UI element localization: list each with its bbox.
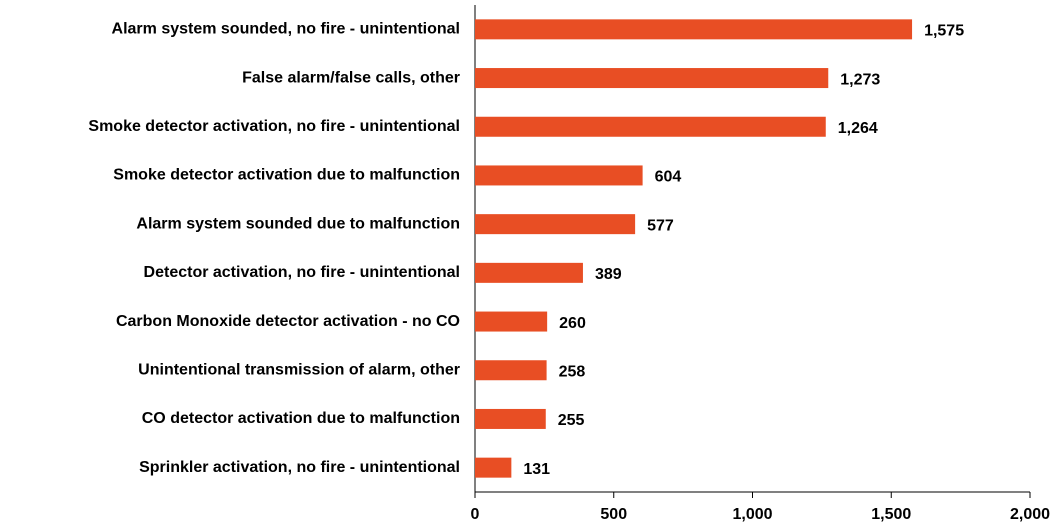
value-label: 1,264 — [838, 120, 878, 137]
value-label: 389 — [595, 266, 622, 283]
value-label: 604 — [655, 169, 682, 186]
category-label: Alarm system sounded, no fire - unintent… — [112, 21, 460, 38]
x-tick-label: 2,000 — [1010, 506, 1050, 523]
category-label: CO detector activation due to malfunctio… — [142, 410, 460, 427]
category-label: Alarm system sounded due to malfunction — [136, 215, 460, 232]
bar — [475, 311, 548, 332]
category-label: False alarm/false calls, other — [242, 69, 460, 86]
bar — [475, 360, 547, 381]
value-label: 258 — [559, 363, 586, 380]
value-label: 255 — [558, 412, 585, 429]
bar — [475, 457, 512, 478]
category-label: Detector activation, no fire - unintenti… — [144, 264, 460, 281]
x-tick-label: 1,500 — [871, 506, 911, 523]
value-label: 260 — [559, 315, 586, 332]
bar — [475, 19, 913, 40]
bar — [475, 68, 829, 89]
bar — [475, 165, 643, 186]
bar — [475, 408, 546, 429]
bar — [475, 214, 636, 235]
x-tick-label: 0 — [471, 506, 480, 523]
bar — [475, 116, 826, 137]
bar — [475, 262, 583, 283]
category-label: Smoke detector activation, no fire - uni… — [88, 118, 460, 135]
x-tick-label: 500 — [600, 506, 627, 523]
value-label: 1,273 — [840, 71, 880, 88]
category-label: Sprinkler activation, no fire - unintent… — [139, 459, 460, 476]
category-label: Carbon Monoxide detector activation - no… — [116, 313, 460, 330]
category-label: Unintentional transmission of alarm, oth… — [138, 361, 460, 378]
value-label: 131 — [523, 461, 550, 478]
value-label: 577 — [647, 217, 674, 234]
category-label: Smoke detector activation due to malfunc… — [113, 167, 460, 184]
x-tick-label: 1,000 — [732, 506, 772, 523]
value-label: 1,575 — [924, 23, 964, 40]
